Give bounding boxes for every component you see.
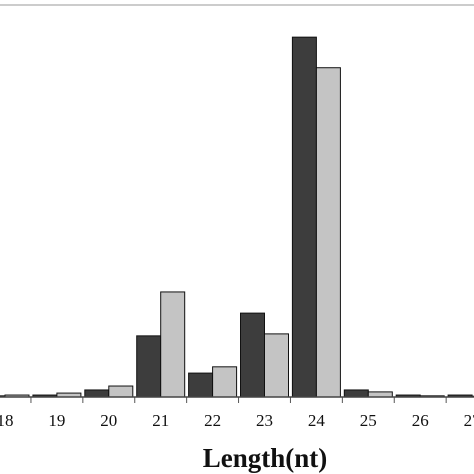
x-tick-label: 22	[204, 411, 221, 430]
bar	[136, 335, 162, 398]
x-tick-label: 21	[152, 411, 169, 430]
x-tick-label: 23	[256, 411, 273, 430]
bar	[240, 312, 265, 398]
bar	[160, 291, 186, 398]
bar	[367, 391, 393, 398]
bar	[108, 385, 134, 398]
x-tick-label: 27	[464, 411, 474, 430]
bar	[315, 67, 341, 398]
x-tick-label: 19	[48, 411, 65, 430]
x-tick-label: 26	[412, 411, 429, 430]
bar	[291, 36, 317, 398]
bar	[264, 333, 289, 398]
x-tick-label: 18	[0, 411, 14, 430]
bar	[84, 389, 110, 398]
x-axis-title: Length(nt)	[203, 443, 328, 473]
bar	[343, 389, 369, 398]
bar	[212, 366, 238, 398]
x-tick-label: 24	[308, 411, 326, 430]
bar	[188, 372, 214, 398]
x-tick-label: 20	[100, 411, 117, 430]
x-tick-label: 25	[360, 411, 377, 430]
